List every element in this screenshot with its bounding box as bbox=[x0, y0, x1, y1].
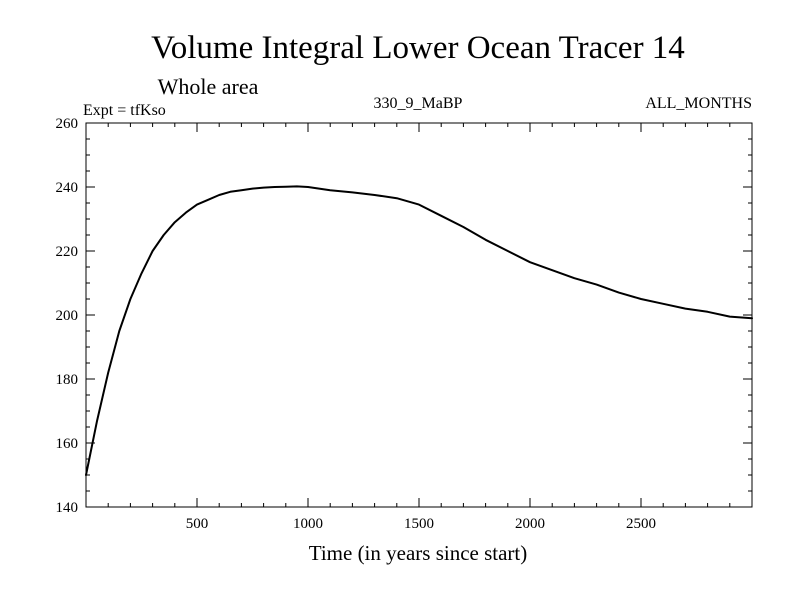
period-label: 330_9_MaBP bbox=[374, 95, 463, 112]
x-tick-label: 2000 bbox=[515, 516, 545, 532]
x-tick-label: 2500 bbox=[626, 516, 656, 532]
y-tick-label: 260 bbox=[56, 116, 79, 132]
x-axis-label: Time (in years since start) bbox=[309, 541, 528, 565]
data-series-line bbox=[85, 185, 753, 476]
axis-ticks bbox=[86, 123, 752, 507]
y-tick-label: 140 bbox=[56, 500, 79, 516]
x-tick-label: 1500 bbox=[404, 516, 434, 532]
y-tick-label: 180 bbox=[56, 372, 79, 388]
x-tick-label: 500 bbox=[186, 516, 209, 532]
months-label: ALL_MONTHS bbox=[645, 95, 752, 112]
y-tick-label: 240 bbox=[56, 180, 79, 196]
plot-frame bbox=[85, 122, 753, 508]
experiment-label: Expt = tfKso bbox=[83, 102, 166, 119]
y-tick-label: 200 bbox=[56, 308, 79, 324]
axis-tick-labels: 500 1000 1500 2000 2500 140 160 180 200 220 240 260 bbox=[56, 116, 657, 532]
x-tick-label: 1000 bbox=[293, 516, 323, 532]
chart-title: Volume Integral Lower Ocean Tracer 14 bbox=[151, 30, 685, 66]
y-tick-label: 220 bbox=[56, 244, 79, 260]
y-tick-label: 160 bbox=[56, 436, 79, 452]
chart-subtitle: Whole area bbox=[158, 74, 259, 99]
